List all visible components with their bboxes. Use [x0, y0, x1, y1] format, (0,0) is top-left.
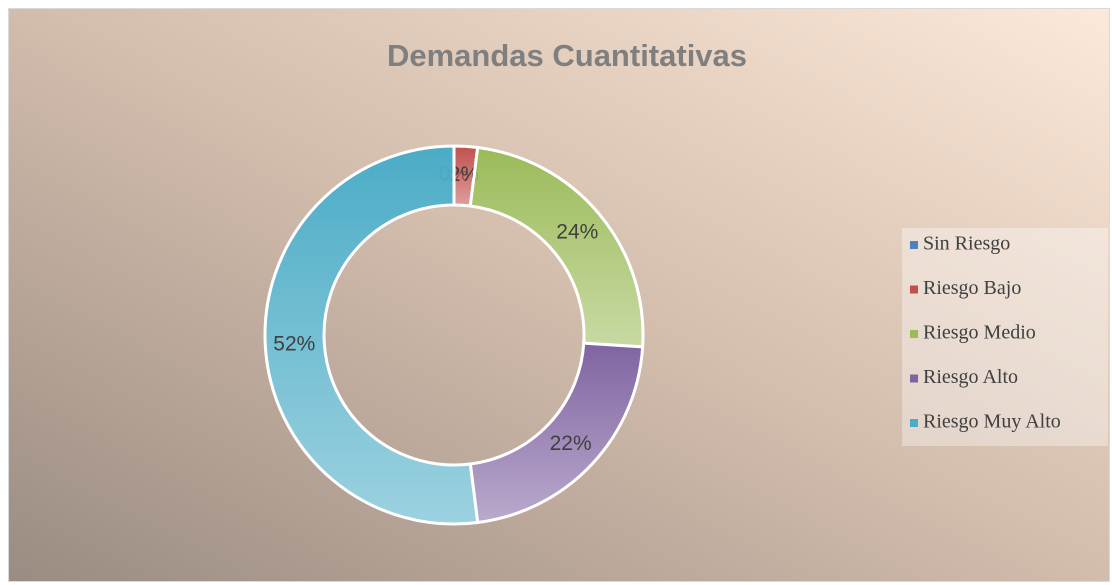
legend-label: Riesgo Medio	[923, 322, 1036, 344]
legend-swatch	[910, 285, 918, 294]
legend-label: Riesgo Muy Alto	[923, 411, 1061, 433]
data-label: 24%	[556, 221, 598, 244]
donut-slice	[263, 144, 480, 526]
legend-swatch	[910, 419, 918, 427]
legend-label: Riesgo Bajo	[923, 277, 1021, 299]
chart-title: Demandas Cuantitativas	[387, 38, 747, 73]
legend-box	[902, 228, 1108, 446]
legend-swatch	[910, 241, 918, 249]
legend-swatch	[910, 374, 918, 383]
legend-label: Riesgo Alto	[923, 366, 1018, 388]
legend-swatch	[910, 330, 918, 338]
data-label: 2%	[449, 163, 479, 186]
data-label: 22%	[550, 432, 592, 455]
data-label: 52%	[273, 333, 315, 356]
legend-label: Sin Riesgo	[923, 233, 1010, 255]
